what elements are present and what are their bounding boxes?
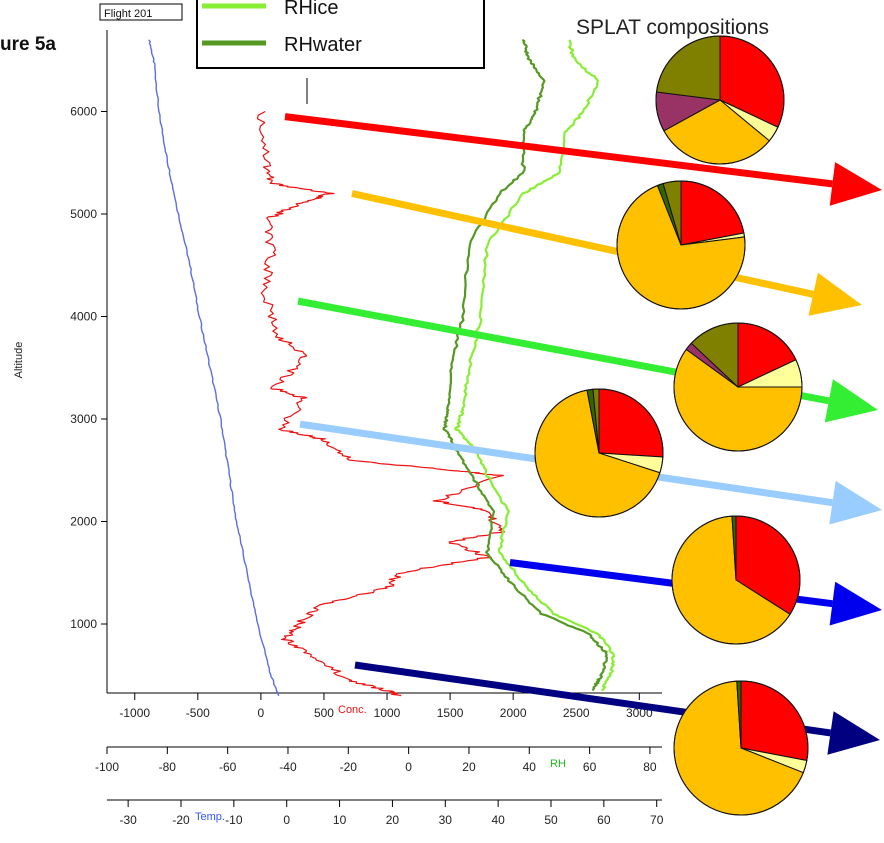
composition-pie: [655, 35, 785, 165]
flight-label: Flight 201: [104, 8, 152, 20]
y-tick-label: 5000: [70, 207, 97, 221]
composition-arrow-head: [829, 581, 882, 626]
x-tick-label: -40: [279, 760, 297, 774]
x-axis-name: RH: [550, 758, 566, 770]
x-tick-label: 1000: [374, 706, 401, 720]
x-tick-label: 60: [597, 813, 611, 827]
x-tick-label: 1500: [437, 706, 464, 720]
composition-pies: [534, 35, 809, 816]
y-tick-label: 4000: [70, 310, 97, 324]
x-tick-label: 50: [544, 813, 558, 827]
series-line-rhwater: [442, 38, 609, 692]
y-tick-label: 2000: [70, 515, 97, 529]
pie-outline: [616, 180, 746, 310]
y-tick-label: 1000: [70, 617, 97, 631]
pie-outline: [534, 388, 664, 518]
x-tick-label: -20: [172, 813, 190, 827]
x-tick-label: 20: [462, 760, 476, 774]
legend-box: [196, 0, 485, 69]
legend-label-rhice: RHice: [284, 0, 338, 19]
x-tick-label: 0: [283, 813, 290, 827]
legend-label-rhwater: RHwater: [284, 34, 362, 56]
x-axis-name: Temp.: [195, 811, 225, 823]
y-tick-label: 3000: [70, 412, 97, 426]
x-tick-label: -60: [219, 760, 237, 774]
x-axis-3: -30 -20 -10 0 10 20 30 40 50 60 70 Temp.: [107, 799, 664, 827]
composition-arrow-head: [829, 162, 882, 206]
x-tick-label: -10: [225, 813, 243, 827]
pie-outline: [673, 322, 803, 452]
flight-label-box: [99, 3, 183, 21]
x-tick-label: 2000: [500, 706, 527, 720]
series-line-conc: [256, 110, 506, 697]
x-tick-label: -1000: [119, 706, 150, 720]
pie-slice: [655, 35, 721, 101]
composition-pie: [616, 180, 746, 310]
composition-pie: [534, 388, 664, 518]
y-axis-ticks: 1000 2000 3000 4000 5000 6000: [70, 105, 107, 631]
composition-arrow-shaft: [284, 113, 833, 188]
series-line-rhice: [454, 39, 616, 692]
series-layer: [148, 38, 616, 697]
pie-slice: [740, 680, 809, 762]
composition-pie: [671, 515, 801, 645]
x-tick-label: -80: [159, 760, 177, 774]
y-axis-label: Altitude: [13, 342, 25, 379]
x-tick-label: -20: [340, 760, 358, 774]
pie-outline: [655, 35, 785, 165]
x-tick-label: -100: [95, 760, 119, 774]
x-tick-label: -30: [119, 813, 137, 827]
x-tick-label: 70: [650, 813, 664, 827]
composition-pie: [673, 680, 809, 816]
composition-arrow-head: [824, 379, 878, 423]
x-tick-label: 0: [258, 706, 265, 720]
x-tick-label: 30: [439, 813, 453, 827]
composition-arrow-head: [827, 711, 880, 755]
x-axis-2: -100 -80 -60 -40 -20 0 20 40 60 80 RH: [95, 746, 662, 774]
composition-arrow-head: [829, 480, 882, 525]
panel-title: SPLAT compositions: [576, 16, 769, 39]
composition-arrow-head: [808, 272, 862, 316]
x-tick-label: 10: [333, 813, 347, 827]
pie-outline: [671, 515, 801, 645]
x-axes: -1000 -500 0 500 1000 1500 2000 2500 30 0 0 Conc. -1…: [95, 692, 664, 827]
x-tick-label: 2500: [563, 706, 590, 720]
figure-label: ure 5a: [0, 34, 56, 55]
pie-outline: [673, 680, 809, 816]
pie-slice: [598, 388, 664, 458]
x-tick-label: 20: [386, 813, 400, 827]
x-tick-label: 500: [314, 706, 334, 720]
x-tick-label: 40: [523, 760, 537, 774]
x-tick-label: -500: [186, 706, 210, 720]
composition-pie: [673, 322, 803, 452]
x-tick-label: 40: [491, 813, 505, 827]
x-tick-label: 0: [405, 760, 412, 774]
x-tick-label: 80: [643, 760, 657, 774]
series-line-temp: [148, 39, 280, 697]
legend: RHice RHwater: [196, 0, 485, 69]
x-tick-label: 60: [583, 760, 597, 774]
y-tick-label: 6000: [70, 105, 97, 119]
x-axis-name: Conc.: [338, 704, 367, 716]
